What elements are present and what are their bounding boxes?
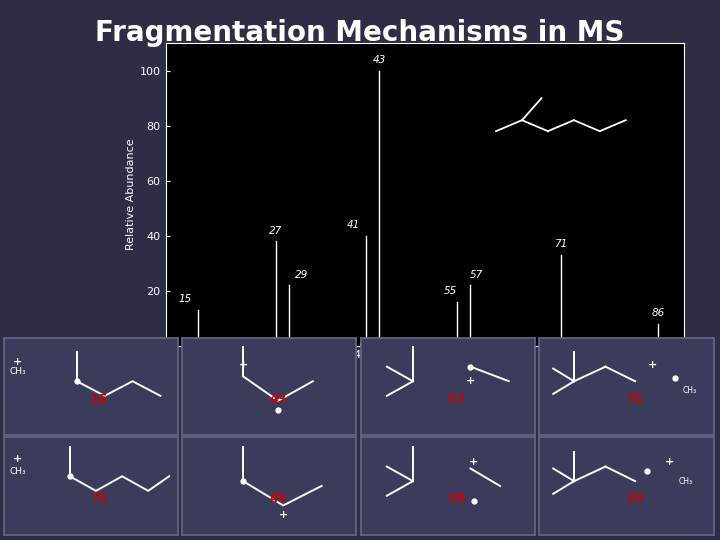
Text: +: + <box>648 360 657 370</box>
Text: 15: 15 <box>179 294 192 305</box>
Y-axis label: Relative Abundance: Relative Abundance <box>125 139 135 250</box>
Text: 29: 29 <box>295 269 308 280</box>
Text: 57: 57 <box>470 269 483 280</box>
Text: 57: 57 <box>448 393 465 406</box>
Text: 86: 86 <box>652 308 665 318</box>
Text: +: + <box>665 457 675 467</box>
Text: +: + <box>279 510 288 520</box>
Text: 71: 71 <box>626 393 644 406</box>
Text: 43: 43 <box>269 393 287 406</box>
Text: Fragmentation Mechanisms in MS: Fragmentation Mechanisms in MS <box>95 19 625 47</box>
Text: CH₃: CH₃ <box>679 477 693 485</box>
Text: CH₃: CH₃ <box>9 367 26 376</box>
Text: 71: 71 <box>91 492 108 505</box>
Text: 15: 15 <box>91 393 108 406</box>
Text: 41: 41 <box>347 220 360 230</box>
Text: 27: 27 <box>269 226 282 235</box>
Text: 43: 43 <box>373 55 386 65</box>
Text: +: + <box>466 376 475 386</box>
Text: CH₃: CH₃ <box>9 467 26 476</box>
Text: +: + <box>13 454 22 464</box>
Text: 15: 15 <box>626 492 644 505</box>
X-axis label: m/z: m/z <box>413 363 436 376</box>
Text: 55: 55 <box>444 286 457 296</box>
Text: 29: 29 <box>448 492 465 505</box>
Text: +: + <box>13 357 22 367</box>
Text: 43: 43 <box>269 492 287 505</box>
Text: 71: 71 <box>554 239 567 249</box>
Text: CH₃: CH₃ <box>682 387 696 395</box>
Text: +: + <box>469 457 479 467</box>
Text: +: + <box>238 360 248 370</box>
